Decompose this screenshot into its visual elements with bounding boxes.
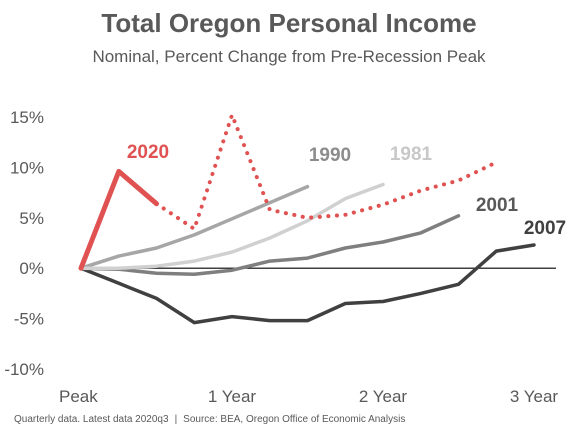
y-tick-label: 0% [19,259,44,278]
chart-subtitle: Nominal, Percent Change from Pre-Recessi… [92,47,486,66]
footnote-data-note: Quarterly data. Latest data 2020q3 [14,414,169,425]
series-label-2007: 2007 [524,218,566,239]
series-label-1981: 1981 [390,144,433,165]
footnote-source: Source: BEA, Oregon Office of Economic A… [183,414,406,425]
y-tick-label: 15% [10,108,44,127]
series-line-2020-projection [154,113,499,231]
y-tick-label: -5% [14,310,44,329]
footnote: Quarterly data. Latest data 2020q3 | Sourc… [14,414,405,425]
series-line-1981 [79,182,385,270]
chart-title: Total Oregon Personal Income [101,8,477,38]
y-tick-label: 5% [19,209,44,228]
series-label-2001: 2001 [476,195,519,216]
x-tick-label: 2 Year [359,387,408,406]
series-label-1990: 1990 [309,145,351,166]
x-tick-label: Peak [59,387,98,406]
y-tick-label: 10% [10,158,44,177]
series-line-2001 [79,214,461,276]
y-tick-label: -10% [4,360,44,379]
x-tick-label: 1 Year [208,387,257,406]
footnote-separator: | [174,414,178,425]
series-line-2007 [79,243,536,325]
series-line-2020 [78,168,159,271]
series-line-1990 [79,184,310,270]
series-label-2020: 2020 [127,142,169,163]
x-tick-label: 3 Year [510,387,559,406]
